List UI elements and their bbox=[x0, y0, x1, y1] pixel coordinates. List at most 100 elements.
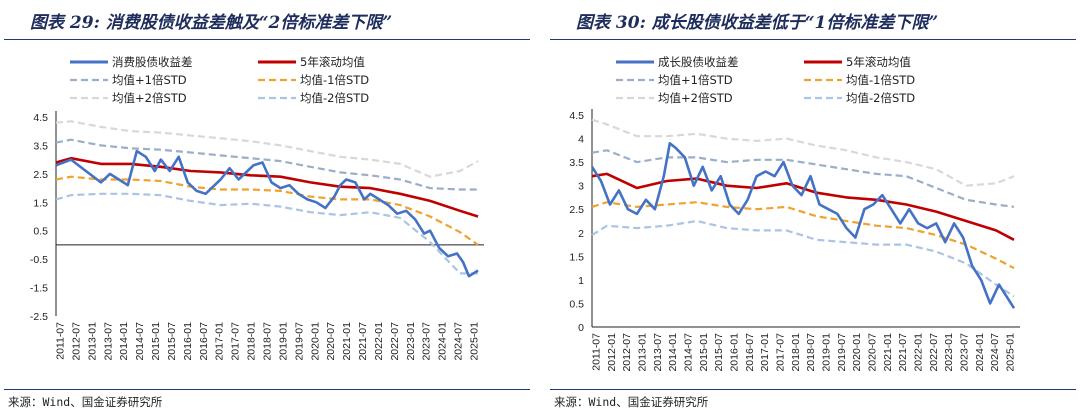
x-tick-label: 2020-07 bbox=[325, 322, 337, 361]
x-tick-label: 2012-07 bbox=[621, 333, 633, 372]
series-line-4 bbox=[55, 120, 479, 178]
x-tick-label: 2018-01 bbox=[246, 322, 258, 361]
legend-label-4: 均值+2倍STD bbox=[658, 91, 733, 105]
x-tick-label: 2016-07 bbox=[744, 333, 756, 372]
legend-label-0: 消费股债收益差 bbox=[112, 55, 193, 69]
x-tick-label: 2013-07 bbox=[652, 333, 664, 372]
x-tick-label: 2024-01 bbox=[437, 322, 449, 361]
legend-label-1: 5年滚动均值 bbox=[300, 55, 365, 69]
chart-panel-consumer: 图表 29: 消费股债收益差触及“2倍标准差下限” 消费股债收益差 5年滚动均值均… bbox=[0, 0, 534, 417]
legend-label-2: 均值+1倍STD bbox=[112, 73, 187, 87]
x-tick-label: 2016-07 bbox=[198, 322, 210, 361]
source-note: 来源：Wind、国金证券研究所 bbox=[554, 395, 709, 409]
y-tick-label: 1.5 bbox=[569, 251, 584, 263]
x-tick-label: 2021-01 bbox=[341, 322, 353, 361]
legend-label-4: 均值+2倍STD bbox=[112, 91, 187, 105]
x-tick-label: 2013-01 bbox=[86, 322, 98, 361]
x-tick-label: 2011-07 bbox=[591, 333, 603, 371]
x-tick-label: 2018-07 bbox=[805, 333, 817, 372]
x-tick-label: 2018-01 bbox=[790, 333, 802, 372]
y-tick-label: -1.5 bbox=[30, 283, 48, 295]
x-tick-label: 2017-01 bbox=[214, 322, 226, 361]
y-tick-label: 1.5 bbox=[33, 197, 48, 209]
x-tick-label: 2013-01 bbox=[637, 333, 649, 372]
x-tick-label: 2019-07 bbox=[836, 333, 848, 372]
x-tick-label: 2025-01 bbox=[1005, 333, 1017, 372]
x-tick-label: 2019-01 bbox=[821, 333, 833, 372]
legend-label-0: 成长股债收益差 bbox=[658, 55, 739, 69]
x-tick-label: 2016-01 bbox=[729, 333, 741, 372]
source-note: 来源：Wind、国金证券研究所 bbox=[8, 395, 163, 409]
series-line-3 bbox=[55, 175, 479, 246]
y-tick-label: 0.5 bbox=[33, 226, 48, 238]
x-tick-label: 2024-07 bbox=[989, 333, 1001, 372]
legend-label-5: 均值-2倍STD bbox=[846, 91, 915, 105]
x-tick-label: 2018-07 bbox=[262, 322, 274, 361]
y-tick-label: 4.5 bbox=[569, 110, 584, 122]
y-tick-label: 3.5 bbox=[33, 140, 48, 152]
x-tick-label: 2020-07 bbox=[867, 333, 879, 372]
x-tick-label: 2015-01 bbox=[698, 333, 710, 372]
x-tick-label: 2024-07 bbox=[453, 322, 465, 361]
chart-panel-growth: 图表 30: 成长股债收益差低于“1倍标准差下限” 成长股债收益差 5年滚动均值均… bbox=[546, 0, 1080, 417]
y-tick-label: 0 bbox=[578, 322, 584, 334]
x-tick-label: 2017-07 bbox=[775, 333, 787, 372]
y-tick-label: 2 bbox=[578, 228, 584, 240]
x-tick-label: 2023-07 bbox=[421, 322, 433, 361]
y-tick-label: -2.5 bbox=[30, 311, 48, 323]
y-tick-label: 2.5 bbox=[33, 169, 48, 181]
chart-title: 图表 29: 消费股债收益差触及“2倍标准差下限” bbox=[30, 13, 393, 33]
legend-label-2: 均值+1倍STD bbox=[658, 73, 733, 87]
x-tick-label: 2020-01 bbox=[309, 322, 321, 361]
y-tick-label: 2.5 bbox=[569, 204, 584, 216]
x-tick-label: 2025-01 bbox=[469, 322, 481, 361]
series-line-1 bbox=[55, 156, 479, 218]
x-tick-label: 2015-01 bbox=[150, 322, 162, 361]
x-tick-label: 2023-07 bbox=[959, 333, 971, 372]
x-tick-label: 2017-07 bbox=[230, 322, 242, 361]
y-tick-label: -0.5 bbox=[30, 254, 48, 266]
x-tick-label: 2011-07 bbox=[55, 322, 67, 360]
title-divider bbox=[4, 39, 530, 40]
legend-label-5: 均值-2倍STD bbox=[300, 91, 369, 105]
x-tick-label: 2023-01 bbox=[405, 322, 417, 361]
chart-title: 图表 30: 成长股债收益差低于“1倍标准差下限” bbox=[576, 13, 939, 33]
series-line-1 bbox=[591, 172, 1015, 241]
x-tick-label: 2013-07 bbox=[102, 322, 114, 361]
legend-label-3: 均值-1倍STD bbox=[846, 73, 915, 87]
x-tick-label: 2021-07 bbox=[897, 333, 909, 372]
x-tick-label: 2021-01 bbox=[882, 333, 894, 372]
x-tick-label: 2012-07 bbox=[70, 322, 82, 361]
x-tick-label: 2023-01 bbox=[943, 333, 955, 372]
x-tick-label: 2022-01 bbox=[913, 333, 925, 372]
legend-label-3: 均值-1倍STD bbox=[300, 73, 369, 87]
x-tick-label: 2016-01 bbox=[182, 322, 194, 361]
x-tick-label: 2014-07 bbox=[683, 333, 695, 372]
x-tick-label: 2019-01 bbox=[277, 322, 289, 361]
y-tick-label: 4.5 bbox=[33, 112, 48, 124]
x-tick-label: 2015-07 bbox=[166, 322, 178, 361]
x-tick-label: 2017-01 bbox=[759, 333, 771, 372]
series-line-5 bbox=[591, 219, 1015, 298]
legend-label-1: 5年滚动均值 bbox=[846, 55, 911, 69]
x-tick-label: 2014-01 bbox=[118, 322, 130, 361]
series-line-2 bbox=[591, 149, 1015, 208]
x-tick-label: 2019-07 bbox=[293, 322, 305, 361]
series-line-0 bbox=[55, 149, 479, 278]
x-tick-label: 2021-07 bbox=[357, 322, 369, 361]
x-tick-label: 2014-07 bbox=[134, 322, 146, 361]
x-tick-label: 2024-01 bbox=[974, 333, 986, 372]
x-tick-label: 2012-01 bbox=[606, 333, 618, 372]
series-line-2 bbox=[55, 138, 478, 191]
y-tick-label: 3.5 bbox=[569, 157, 584, 169]
y-tick-label: 3 bbox=[578, 181, 584, 193]
x-tick-label: 2022-07 bbox=[928, 333, 940, 372]
series-line-4 bbox=[591, 118, 1015, 187]
source-divider bbox=[4, 389, 530, 390]
y-tick-label: 1 bbox=[578, 275, 584, 287]
source-divider bbox=[550, 389, 1076, 390]
x-tick-label: 2022-01 bbox=[373, 322, 385, 361]
x-tick-label: 2015-07 bbox=[713, 333, 725, 372]
